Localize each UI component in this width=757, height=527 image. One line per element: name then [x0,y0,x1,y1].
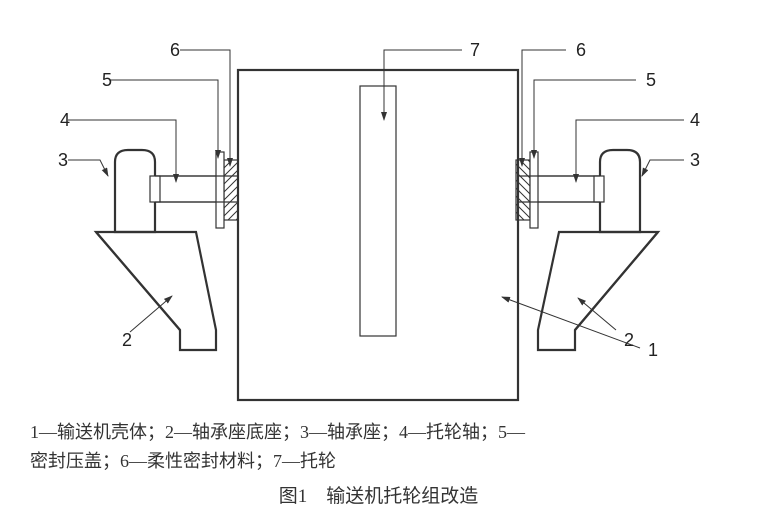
bearing-left [115,150,160,232]
label-6-left: 6 [170,40,180,60]
caption-area: 1—输送机壳体；2—轴承座底座；3—轴承座；4—托轮轴；5— 密封压盖；6—柔性… [0,410,757,512]
base-left [96,232,216,350]
label-5-right: 5 [646,70,656,90]
figure-title: 图1 输送机托轮组改造 [30,482,727,512]
flex-seal-right [516,160,530,220]
label-5-left: 5 [102,70,112,90]
bearing-right [594,150,640,232]
seal-plate-left [216,152,224,228]
label-3-left: 3 [58,150,68,170]
label-2-left: 2 [122,330,132,350]
roller [360,86,396,336]
flex-seal-left [224,160,238,220]
label-4-left: 4 [60,110,70,130]
label-1: 1 [648,340,658,360]
label-7: 7 [470,40,480,60]
label-3-right: 3 [690,150,700,170]
label-6-right: 6 [576,40,586,60]
seal-plate-right [530,152,538,228]
label-2-right: 2 [624,330,634,350]
legend-line-1: 1—输送机壳体；2—轴承座底座；3—轴承座；4—托轮轴；5— [30,418,727,447]
label-4-right: 4 [690,110,700,130]
diagram-canvas: 1 2 2 3 3 4 4 5 5 6 6 7 [0,0,757,410]
legend-line-2: 密封压盖；6—柔性密封材料；7—托轮 [30,447,727,476]
